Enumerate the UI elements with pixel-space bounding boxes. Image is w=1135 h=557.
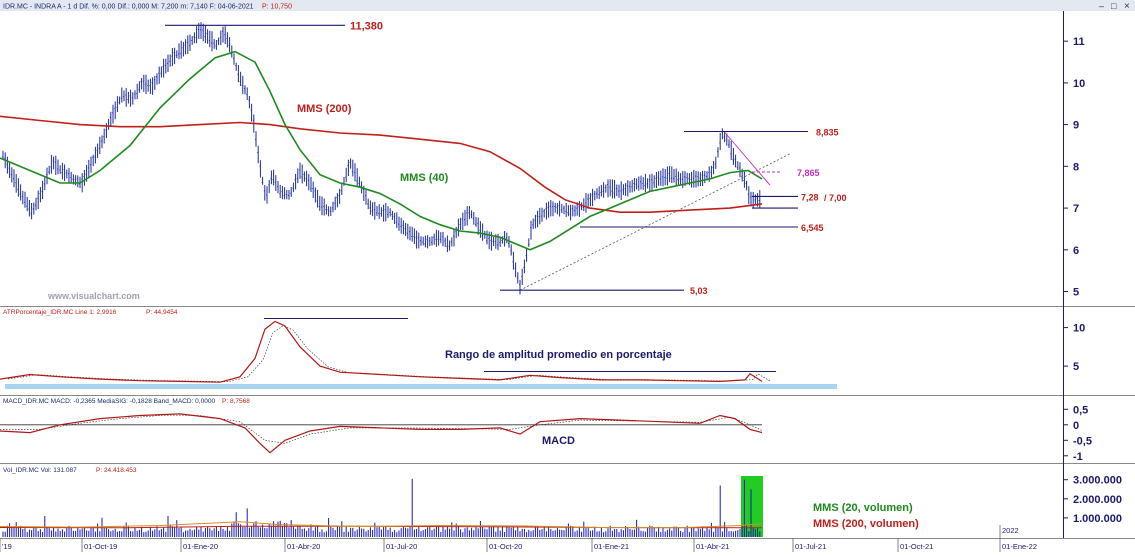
x-tick-label: 01-Ene-20 xyxy=(183,542,218,551)
macd-line xyxy=(0,413,763,454)
main-p: P: 10,750 xyxy=(262,4,292,11)
macd-info: MACD_IDR.MC MACD: -0,2365 MediaSIG: -0,1… xyxy=(3,398,215,405)
y-tick-label: 7 xyxy=(1073,203,1079,215)
atr-band-highlight xyxy=(5,384,837,389)
x-tick-label: 01-Oct-19 xyxy=(84,542,117,551)
price-pane: 11,380 8,835 7,865 7,28 / 7,00 6,545 5,03 xyxy=(0,20,847,296)
atr-title-note: Rango de amplitud promedio en porcentaje xyxy=(445,349,672,361)
title-bar xyxy=(0,0,1135,11)
y-tick-label: 2.000.000 xyxy=(1073,494,1122,506)
watermark: www.visualchart.com xyxy=(47,291,140,301)
volume-highlight xyxy=(741,476,763,537)
y-tick-label: 10 xyxy=(1073,78,1085,90)
y-tick-label: 9 xyxy=(1073,120,1079,132)
x-tick-label: 01-Ene-22 xyxy=(1002,542,1037,551)
atr-info: ATRPorcentaje_IDR.MC Line 1: 2,9916 xyxy=(3,309,117,316)
x-tick-label: 01-Jul-21 xyxy=(795,542,826,551)
x-tick-label: 01-Oct-20 xyxy=(489,542,522,551)
y-tick-label: 1.000.000 xyxy=(1073,513,1122,525)
x-tick-label: 01-Abr-21 xyxy=(696,542,729,551)
axes: 11 10 9 8 7 6 5 10 5 0,5 0 -0,5 -1 3.000.000 2.000.000… xyxy=(0,36,1122,552)
macd-p: P: 8,7568 xyxy=(222,398,250,405)
mms40-label: MMS (40) xyxy=(400,172,449,184)
x-tick-year-label: 2022 xyxy=(1002,526,1019,535)
level-label: 7,28 xyxy=(801,192,819,202)
atr-pane xyxy=(0,317,837,389)
x-tick-label: 01-Oct-21 xyxy=(900,542,933,551)
macd-title-note: MACD xyxy=(542,435,575,447)
y-tick-label: 10 xyxy=(1073,323,1085,335)
close-icon[interactable]: × xyxy=(1124,1,1130,12)
vol-info: Vol_IDR.MC Vol: 131.087 xyxy=(3,467,77,474)
volume-pane xyxy=(0,476,763,537)
support-trendline xyxy=(519,153,791,291)
atr-line xyxy=(0,320,763,383)
y-tick-label: 0 xyxy=(1073,420,1079,432)
y-tick-label: 5 xyxy=(1073,361,1079,373)
pane-frames xyxy=(0,11,1135,539)
x-tick-label: '19 xyxy=(2,542,12,551)
y-tick-label: 8 xyxy=(1073,161,1079,173)
y-tick-label: 11 xyxy=(1073,36,1085,48)
x-tick-label: 01-Abr-20 xyxy=(287,542,320,551)
vol-mms20-note: MMS (20, volumen) xyxy=(813,502,913,514)
main-info: IDR.MC - INDRA A - 1 d Dif. %: 0,00 Dif.… xyxy=(3,4,254,11)
atr-p: P: 44,9454 xyxy=(146,309,178,316)
level-label: 5,03 xyxy=(690,286,708,296)
macd-pane xyxy=(0,413,763,454)
level-label: 11,380 xyxy=(350,20,383,32)
x-tick-label: 01-Jul-20 xyxy=(386,542,417,551)
mms200-label: MMS (200) xyxy=(297,103,352,115)
level-label: 8,835 xyxy=(816,128,839,138)
resistance-trendline xyxy=(723,131,771,186)
y-tick-label: -1 xyxy=(1073,451,1083,463)
y-tick-label: 5 xyxy=(1073,287,1079,299)
vol-p: P: 24.418.453 xyxy=(96,467,137,474)
level-label: 6,545 xyxy=(801,223,824,233)
volume-mms20-line xyxy=(0,521,763,529)
vol-mms200-note: MMS (200, volumen) xyxy=(813,518,919,530)
mms40-line xyxy=(0,50,763,251)
y-tick-label: 6 xyxy=(1073,245,1079,257)
mms200-line xyxy=(0,115,763,213)
minimize-icon[interactable]: – xyxy=(1099,1,1104,11)
y-tick-label: 3.000.000 xyxy=(1073,475,1122,487)
level-label: / 7,00 xyxy=(824,193,847,203)
x-tick-label: 01-Ene-21 xyxy=(594,542,629,551)
y-tick-label: -0,5 xyxy=(1073,435,1092,447)
level-label: 7,865 xyxy=(797,168,820,178)
y-tick-label: 0,5 xyxy=(1073,404,1088,416)
maximize-icon[interactable]: □ xyxy=(1111,1,1117,11)
